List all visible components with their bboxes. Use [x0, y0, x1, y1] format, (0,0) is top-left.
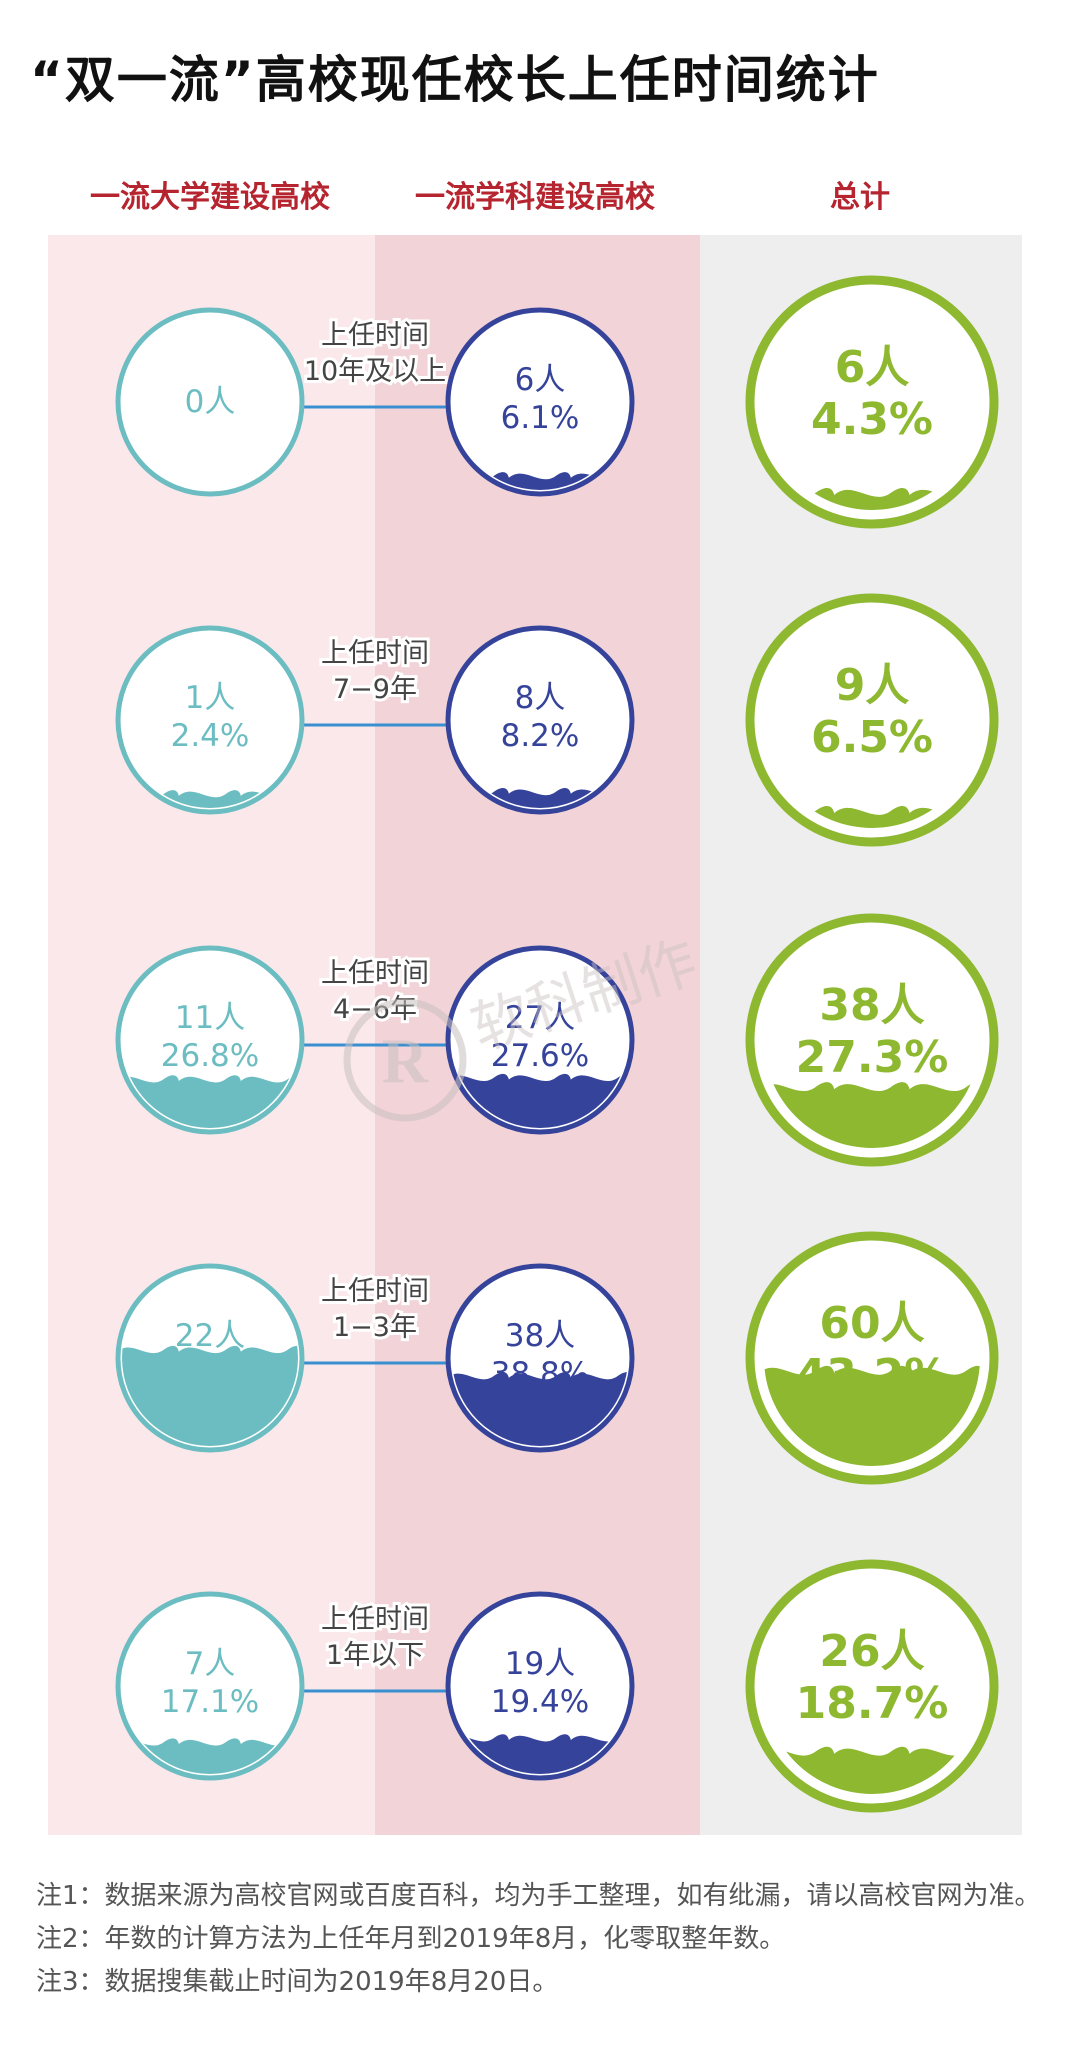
wave-fill [122, 1345, 298, 1446]
percent-label: 8.2% [501, 718, 580, 754]
count-label: 9人 [835, 660, 910, 711]
circle-outline [115, 625, 305, 815]
circle-outline [115, 1591, 305, 1781]
percent-label: 19.4% [491, 1684, 589, 1720]
count-label: 0人 [185, 384, 236, 420]
page-title: “双一流”高校现任校长上任时间统计 [30, 51, 880, 109]
column-header-total: 总计 [830, 180, 890, 215]
chart-svg: 上任时间10年及以上0人6人6.1%6人4.3%上任时间7−9年1人2.4%8人… [115, 275, 999, 1813]
percent-label: 38.8% [491, 1356, 589, 1392]
circle-outline [445, 625, 635, 815]
percent-label: 17.1% [161, 1684, 259, 1720]
percent-label: 43.2% [796, 1350, 949, 1401]
count-label: 26人 [819, 1626, 924, 1677]
column-header-first-class-universities: 一流大学建设高校 [90, 180, 330, 215]
percent-label: 2.4% [171, 718, 250, 754]
count-label: 6人 [515, 362, 566, 398]
row-label-line1: 上任时间 [321, 320, 429, 351]
percent-label: 4.3% [811, 394, 933, 445]
circle-outline [115, 307, 305, 497]
count-label: 11人 [175, 1000, 245, 1036]
percent-label: 27.6% [491, 1038, 589, 1074]
row-label-line1: 上任时间 [321, 1276, 429, 1307]
circle-outline [745, 1559, 999, 1813]
percent-label: 18.7% [796, 1678, 949, 1729]
footnote-1: 注1：数据来源为高校官网或百度百科，均为手工整理，如有纰漏，请以高校官网为准。 [36, 1881, 1041, 1911]
percent-label: 27.3% [796, 1032, 949, 1083]
percent-label: 53.7% [161, 1356, 259, 1392]
count-label: 8人 [515, 680, 566, 716]
count-label: 22人 [175, 1318, 245, 1354]
percent-label: 6.1% [501, 400, 580, 436]
row-label-line1: 上任时间 [321, 1604, 429, 1635]
row-label-line1: 上任时间 [321, 958, 429, 989]
row-label-line2: 7−9年 [333, 674, 417, 705]
percent-label: 6.5% [811, 712, 933, 763]
row-label-line2: 4−6年 [333, 994, 417, 1025]
footnote-3: 注3：数据搜集截止时间为2019年8月20日。 [36, 1967, 559, 1997]
footnote-2: 注2：年数的计算方法为上任年月到2019年8月，化零取整年数。 [36, 1924, 786, 1954]
count-label: 1人 [185, 680, 236, 716]
count-label: 27人 [505, 1000, 575, 1036]
wave-fill [764, 1365, 980, 1466]
circle-outline [445, 307, 635, 497]
circle-outline [445, 1591, 635, 1781]
row-label-line2: 1−3年 [333, 1312, 417, 1343]
percent-label: 26.8% [161, 1038, 259, 1074]
count-label: 38人 [819, 980, 924, 1031]
row-label-line1: 上任时间 [321, 638, 429, 669]
count-label: 60人 [819, 1298, 924, 1349]
count-label: 7人 [185, 1646, 236, 1682]
circle-outline [745, 275, 999, 529]
circle-outline [745, 593, 999, 847]
row-label-line2: 1年以下 [326, 1640, 424, 1671]
count-label: 6人 [835, 342, 910, 393]
count-label: 19人 [505, 1646, 575, 1682]
column-header-first-class-disciplines: 一流学科建设高校 [415, 180, 655, 215]
count-label: 38人 [505, 1318, 575, 1354]
row-label-line2: 10年及以上 [304, 356, 446, 387]
